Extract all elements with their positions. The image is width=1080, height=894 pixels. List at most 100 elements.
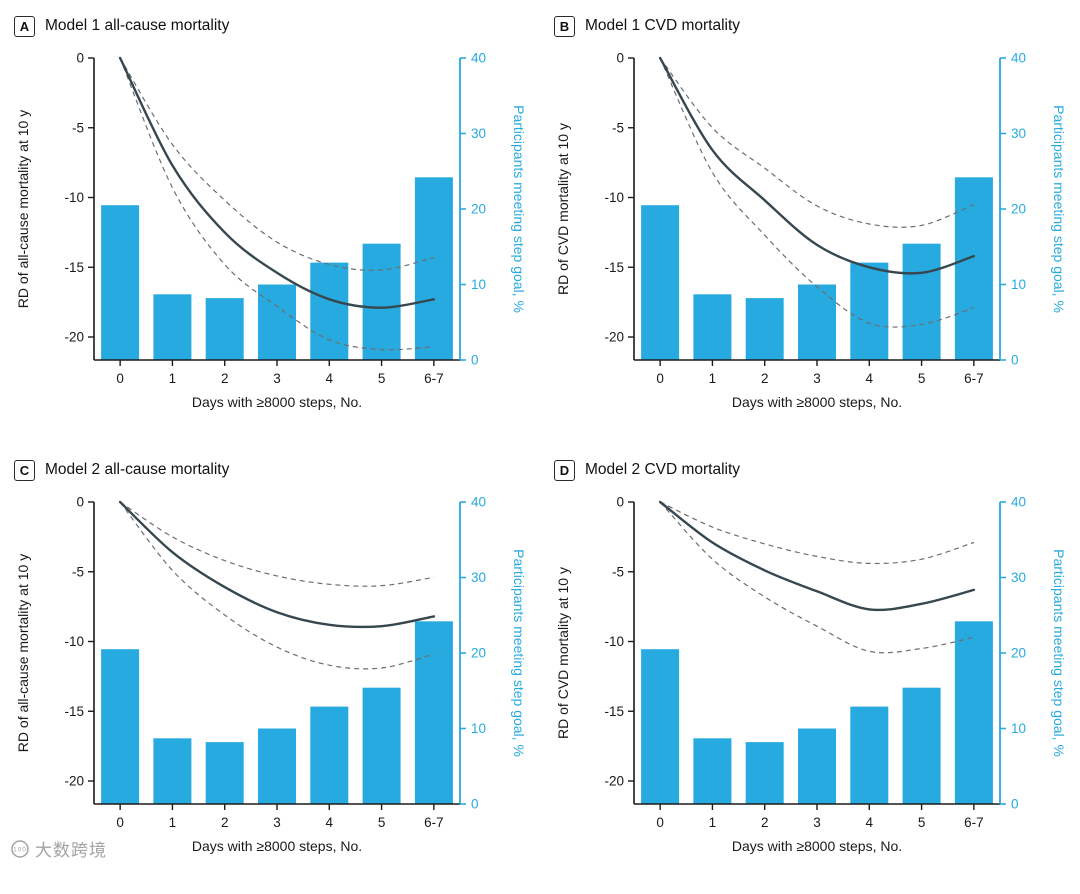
bar-days-1: [153, 738, 192, 804]
right-tick-label: 20: [1011, 202, 1026, 217]
left-tick-label: -20: [604, 774, 624, 789]
x-tick-label: 3: [273, 371, 281, 386]
right-axis-title: Participants meeting step goal, %: [511, 105, 527, 313]
x-tick-label: 5: [918, 815, 926, 830]
bar-days-3: [798, 728, 836, 804]
chart-d: 0 -5 -10 -15 -20 0 1 2 3 4 5 6-7 0 10 20 30 40 RD of CVD …: [555, 495, 1067, 855]
right-tick-label: 40: [1011, 51, 1026, 66]
right-tick-label: 10: [471, 721, 486, 736]
panel-a: A Model 1 all-cause mortality 0 -5 -10 -15 -…: [0, 6, 540, 434]
x-axis-title: Days with ≥8000 steps, No.: [732, 394, 902, 410]
left-tick-label: -20: [64, 330, 84, 345]
rd-line: [118, 500, 436, 629]
right-tick-label: 0: [471, 797, 479, 812]
panel-c-header: C Model 2 all-cause mortality: [0, 450, 540, 486]
bar-days-1: [153, 294, 192, 360]
right-tick-label: 40: [1011, 495, 1026, 510]
left-tick-label: -5: [612, 564, 624, 579]
right-tick-label: 30: [1011, 126, 1026, 141]
left-tick-label: -10: [604, 190, 624, 205]
x-tick-label: 4: [326, 371, 334, 386]
right-tick-label: 0: [471, 353, 479, 368]
rd-line: [118, 56, 436, 309]
x-tick-label: 4: [866, 815, 874, 830]
bar-days-0: [641, 205, 680, 360]
x-tick-label: 3: [813, 371, 821, 386]
x-tick-label: 5: [918, 371, 926, 386]
bar-days-6-7: [414, 621, 453, 804]
left-tick-label: 0: [616, 51, 624, 66]
bar-days-5: [902, 243, 941, 360]
x-tick-label: 0: [656, 815, 664, 830]
svg-text:100: 100: [13, 846, 27, 853]
chart-b: 0 -5 -10 -15 -20 0 1 2 3 4 5 6-7 0 10 20 30 40 RD of CVD …: [555, 51, 1067, 411]
right-tick-label: 30: [471, 570, 486, 585]
panel-d-header: D Model 2 CVD mortality: [540, 450, 1080, 486]
right-tick-label: 10: [1011, 277, 1026, 292]
right-tick-label: 0: [1011, 797, 1019, 812]
right-tick-label: 10: [1011, 721, 1026, 736]
x-tick-label: 2: [221, 815, 229, 830]
bar-days-4: [850, 262, 889, 360]
panel-b-title: Model 1 CVD mortality: [585, 17, 741, 34]
bar-days-4: [310, 262, 349, 360]
right-tick-label: 40: [471, 495, 486, 510]
x-tick-label: 0: [116, 815, 124, 830]
right-axis-title: Participants meeting step goal, %: [1051, 105, 1067, 313]
bar-days-1: [693, 294, 732, 360]
left-tick-label: -10: [64, 634, 84, 649]
ci-upper-line: [659, 501, 975, 565]
bar-days-0: [101, 205, 140, 360]
bar-days-6-7: [414, 177, 453, 360]
x-tick-label: 1: [709, 371, 717, 386]
right-tick-label: 30: [471, 126, 486, 141]
x-tick-label: 1: [709, 815, 717, 830]
bar-days-2: [205, 742, 244, 804]
bar-days-2: [745, 742, 784, 804]
panel-c-letter: C: [14, 459, 35, 481]
left-tick-label: -5: [72, 564, 84, 579]
x-tick-label: 4: [326, 815, 334, 830]
ci-lower-line: [119, 501, 435, 670]
x-tick-label: 5: [378, 815, 386, 830]
panel-c: C Model 2 all-cause mortality 0 -5 -10 -15 -…: [0, 450, 540, 878]
right-tick-label: 0: [1011, 353, 1019, 368]
panel-d-letter: D: [554, 459, 575, 481]
bar-days-4: [850, 706, 889, 804]
left-tick-label: -15: [604, 704, 624, 719]
right-axis-title: Participants meeting step goal, %: [1051, 549, 1067, 757]
rd-line: [658, 500, 976, 612]
x-axis-title: Days with ≥8000 steps, No.: [732, 838, 902, 854]
right-tick-label: 20: [471, 202, 486, 217]
left-tick-label: -15: [604, 260, 624, 275]
ci-upper-line: [119, 57, 435, 271]
right-tick-label: 30: [1011, 570, 1026, 585]
panel-b-letter: B: [554, 15, 575, 37]
left-tick-label: 0: [616, 495, 624, 510]
bar-days-0: [101, 649, 140, 804]
panel-d: D Model 2 CVD mortality 0 -5 -10 -15 -20 0 1 2 3…: [540, 450, 1080, 878]
right-tick-label: 20: [471, 646, 486, 661]
ci-upper-line: [659, 57, 975, 228]
panel-a-header: A Model 1 all-cause mortality: [0, 6, 540, 42]
left-tick-label: 0: [76, 495, 84, 510]
x-axis-title: Days with ≥8000 steps, No.: [192, 838, 362, 854]
x-tick-label: 3: [273, 815, 281, 830]
right-tick-label: 20: [1011, 646, 1026, 661]
bar-days-6-7: [954, 621, 993, 804]
bar-days-5: [362, 243, 401, 360]
x-tick-label: 6-7: [964, 815, 984, 830]
bar-days-6-7: [954, 177, 993, 360]
panel-a-title: Model 1 all-cause mortality: [45, 17, 230, 34]
ci-lower-line: [659, 57, 975, 328]
x-tick-label: 1: [169, 815, 177, 830]
bar-days-3: [258, 284, 296, 360]
bar-days-5: [902, 687, 941, 804]
left-tick-label: -15: [64, 704, 84, 719]
bar-days-5: [362, 687, 401, 804]
x-tick-label: 6-7: [424, 371, 444, 386]
ci-lower-line: [659, 501, 975, 654]
bar-days-3: [258, 728, 296, 804]
x-tick-label: 6-7: [964, 371, 984, 386]
